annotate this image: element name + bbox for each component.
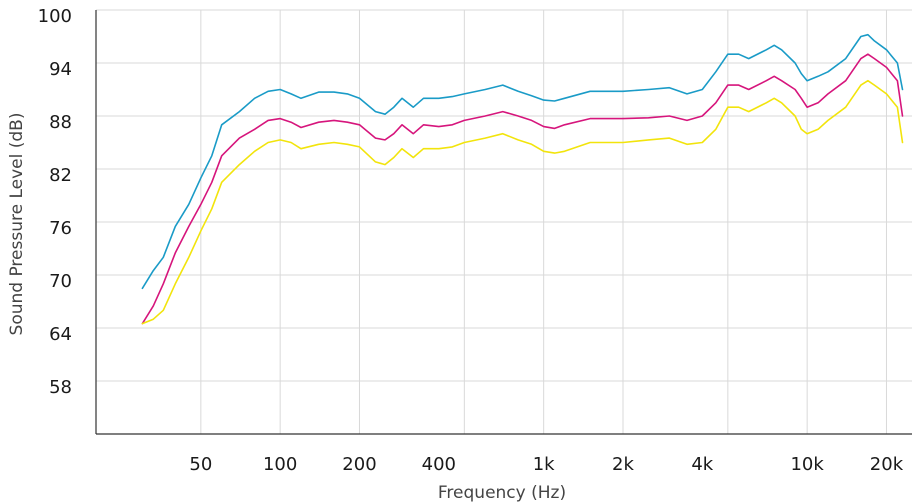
x-tick-labels: 50 100 200 400 1k 2k 4k 10k 20k (189, 454, 903, 475)
horizontal-gridlines (96, 9, 912, 382)
y-tick-label: 70 (49, 271, 72, 292)
y-tick-label: 64 (49, 324, 72, 345)
y-tick-label: 76 (49, 218, 72, 239)
x-tick-label: 1k (533, 454, 555, 475)
x-tick-label: 10k (790, 454, 824, 475)
y-tick-label: 100 (38, 6, 72, 27)
y-axis-label: Sound Pressure Level (dB) (7, 113, 27, 336)
y-tick-label: 82 (49, 165, 72, 186)
series-line-2 (141, 53, 904, 325)
x-tick-label: 20k (870, 454, 904, 475)
y-tick-labels: 100 94 88 82 76 70 64 58 (38, 6, 72, 398)
x-tick-label: 4k (691, 454, 713, 475)
y-tick-label: 58 (49, 377, 72, 398)
series-line-3 (141, 79, 904, 325)
x-axis-label: Frequency (Hz) (438, 483, 566, 503)
x-tick-label: 100 (263, 454, 297, 475)
y-tick-label: 94 (49, 59, 72, 80)
x-tick-label: 2k (612, 454, 634, 475)
series-line-1 (141, 33, 904, 290)
x-tick-label: 200 (342, 454, 376, 475)
y-tick-label: 88 (49, 112, 72, 133)
series-lines (141, 33, 904, 325)
x-tick-label: 400 (422, 454, 456, 475)
x-tick-label: 50 (189, 454, 212, 475)
